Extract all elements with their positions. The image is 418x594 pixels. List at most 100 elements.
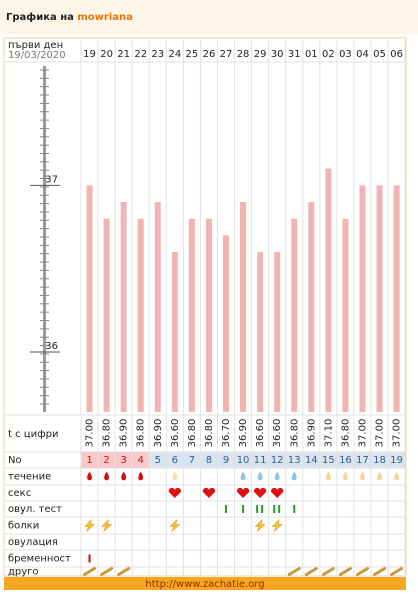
flow-icon bbox=[376, 471, 383, 481]
temp-label: 37.10 bbox=[323, 419, 334, 448]
day-label: 20 bbox=[100, 49, 113, 60]
temp-label: 36.80 bbox=[136, 419, 147, 448]
bar bbox=[205, 218, 212, 412]
cycle-day-cell bbox=[336, 452, 354, 468]
flow-icon bbox=[120, 471, 127, 481]
temp-label: 36.60 bbox=[272, 419, 283, 448]
cycle-day: 2 bbox=[103, 455, 109, 466]
header-band bbox=[0, 0, 418, 34]
cycle-day: 6 bbox=[172, 455, 178, 466]
day-label: 01 bbox=[305, 49, 318, 60]
temp-label: 36.90 bbox=[306, 419, 317, 448]
cycle-day-cell bbox=[268, 452, 286, 468]
temp-label: 36.80 bbox=[187, 419, 198, 448]
cycle-day: 17 bbox=[356, 455, 369, 466]
flow-icon bbox=[342, 471, 349, 481]
day-label: 27 bbox=[220, 49, 233, 60]
flow-icon bbox=[325, 471, 332, 481]
ovulation-test-icon bbox=[256, 505, 259, 513]
pregnancy-icon bbox=[88, 554, 91, 563]
cycle-day-cell bbox=[81, 452, 99, 468]
other-icon bbox=[287, 567, 301, 576]
bar bbox=[325, 168, 332, 412]
temp-label: 36.80 bbox=[204, 419, 215, 448]
cycle-day-cell bbox=[98, 452, 116, 468]
row-label: болки bbox=[8, 521, 39, 532]
day-label: 25 bbox=[186, 49, 199, 60]
bar bbox=[308, 202, 315, 412]
flow-icon bbox=[240, 471, 246, 481]
cycle-day: 3 bbox=[120, 455, 126, 466]
temp-label: 36.70 bbox=[221, 419, 232, 448]
title-text: Графика на bbox=[6, 11, 74, 23]
temp-label: 36.90 bbox=[238, 419, 249, 448]
cycle-day-cell bbox=[115, 452, 133, 468]
cycle-day: 7 bbox=[189, 455, 195, 466]
bar bbox=[86, 185, 93, 412]
flow-icon bbox=[274, 471, 281, 481]
cycle-day-cell bbox=[302, 452, 320, 468]
bar bbox=[188, 218, 195, 412]
day-label: 22 bbox=[134, 49, 147, 60]
ovulation-test-icon bbox=[242, 505, 245, 513]
user-name: mowriana bbox=[77, 12, 133, 23]
cycle-day: 9 bbox=[223, 455, 229, 466]
bar bbox=[393, 185, 400, 412]
cycle-day: 18 bbox=[373, 455, 386, 466]
cycle-day: 19 bbox=[390, 455, 403, 466]
cycle-day-label: No bbox=[8, 455, 22, 466]
cycle-day: 11 bbox=[254, 455, 267, 466]
cycle-day-cell bbox=[251, 452, 269, 468]
cycle-day: 5 bbox=[155, 455, 161, 466]
bar bbox=[137, 218, 144, 412]
other-icon bbox=[355, 567, 369, 576]
cycle-day-cell bbox=[132, 452, 150, 468]
cycle-day: 15 bbox=[322, 455, 335, 466]
y-tick-label: 36 bbox=[45, 341, 58, 352]
day-label: 28 bbox=[237, 49, 250, 60]
row-label: секс bbox=[8, 488, 31, 499]
other-icon bbox=[390, 567, 404, 576]
first-day-label: първи ден bbox=[8, 40, 63, 51]
temp-label: 36.80 bbox=[289, 419, 300, 448]
temp-row-label: t с цифри bbox=[8, 429, 58, 440]
first-day-date: 19/03/2020 bbox=[8, 50, 66, 61]
row-label: друго bbox=[8, 567, 39, 578]
other-icon bbox=[117, 567, 131, 576]
temp-label: 36.60 bbox=[170, 419, 181, 448]
day-label: 24 bbox=[168, 49, 181, 60]
bar bbox=[240, 202, 247, 412]
day-label: 05 bbox=[373, 49, 386, 60]
row-label: овулация bbox=[8, 537, 58, 548]
day-label: 04 bbox=[356, 49, 369, 60]
row-label: овул. тест bbox=[8, 504, 62, 515]
other-icon bbox=[321, 567, 335, 576]
bar bbox=[103, 218, 110, 412]
pain-icon bbox=[254, 518, 266, 532]
sex-icon bbox=[271, 487, 284, 498]
day-label: 21 bbox=[117, 49, 130, 60]
day-label: 29 bbox=[254, 49, 267, 60]
flow-icon bbox=[171, 471, 178, 481]
other-icon bbox=[83, 567, 97, 576]
flow-icon bbox=[393, 471, 400, 481]
temp-label: 37.00 bbox=[357, 419, 368, 448]
cycle-day: 8 bbox=[206, 455, 212, 466]
flow-icon bbox=[257, 471, 264, 481]
footer-band bbox=[4, 577, 406, 590]
temp-label: 36.80 bbox=[102, 419, 113, 448]
row-label: бременност bbox=[8, 554, 71, 565]
ovulation-test-icon bbox=[273, 505, 276, 513]
cycle-day-cell bbox=[149, 452, 167, 468]
sex-icon bbox=[168, 487, 181, 498]
cycle-day-cell bbox=[200, 452, 218, 468]
day-label: 30 bbox=[271, 49, 284, 60]
header-title: Графика на mowriana bbox=[6, 11, 133, 23]
pain-icon bbox=[271, 518, 283, 532]
other-icon bbox=[304, 567, 318, 576]
footer-url[interactable]: http://www.zachatie.org bbox=[145, 579, 264, 590]
cycle-day-cell bbox=[183, 452, 201, 468]
bar bbox=[376, 185, 383, 412]
cycle-day-cell bbox=[371, 452, 389, 468]
